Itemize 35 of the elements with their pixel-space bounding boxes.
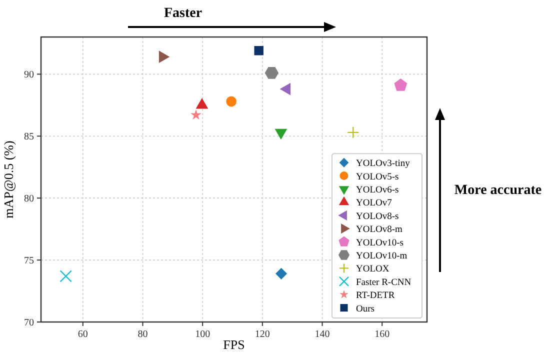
legend-label: YOLOv6-s [356, 186, 400, 196]
legend-label: RT-DETR [356, 291, 396, 302]
y-tick-label: 70 [24, 318, 34, 328]
text: More accurate [454, 183, 542, 198]
text: Faster [164, 6, 202, 21]
x-axis-title: FPS [223, 337, 245, 352]
legend-label: YOLOv8-m [356, 225, 404, 236]
legend-label: YOLOv3-tiny [356, 159, 410, 170]
x-tick-label: 140 [314, 329, 330, 340]
point [346, 126, 360, 139]
legend-label: YOLOv10-s [356, 238, 404, 248]
legend-label: YOLOv10-m [356, 252, 408, 262]
y-tick-label: 85 [24, 132, 34, 143]
legend-label: Ours [356, 304, 375, 314]
legend-label: YOLOv5-s [356, 172, 400, 182]
point [60, 270, 72, 282]
x-tick-label: 120 [254, 329, 270, 340]
y-tick-label: 75 [24, 256, 34, 267]
y-tick-label: 80 [24, 194, 34, 205]
point [226, 96, 236, 107]
x-tick-label: 100 [195, 329, 210, 340]
point [276, 268, 288, 280]
point [264, 67, 279, 79]
legend-label: YOLOv7 [356, 198, 392, 209]
point [190, 109, 202, 120]
x-tick-label: 160 [374, 329, 390, 340]
x-tick-label: 60 [78, 329, 88, 340]
y-tick-label: 90 [24, 70, 34, 81]
legend-label: Faster R-CNN [356, 278, 412, 288]
legend-label: YOLOX [356, 264, 390, 275]
x-tick-label: 80 [138, 329, 148, 340]
point [254, 46, 264, 56]
point [394, 78, 408, 91]
legend-label: YOLOv8-s [356, 212, 400, 222]
y-axis-title: mAP@0.5 (%) [1, 140, 16, 218]
